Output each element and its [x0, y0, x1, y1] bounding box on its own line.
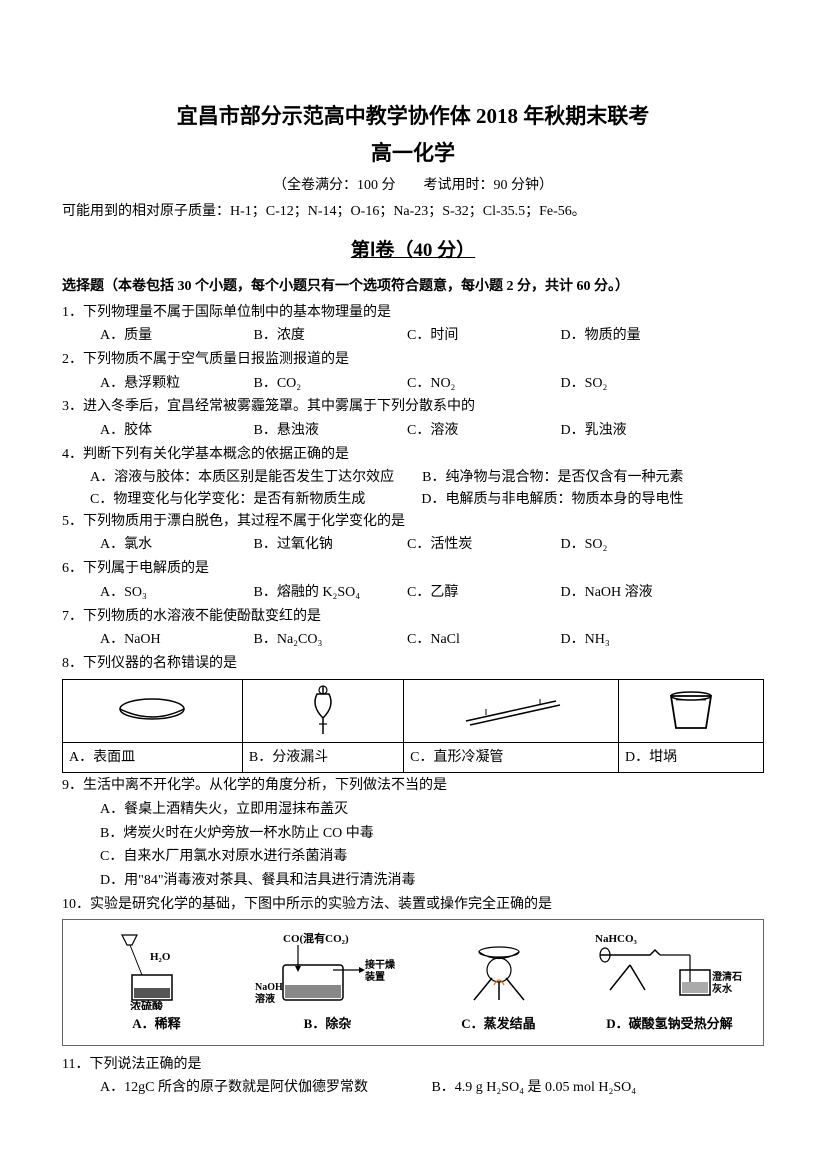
- section-1-header: 第Ⅰ卷（40 分）: [62, 236, 764, 265]
- gas-purify-icon: CO(混有CO₂) 接干燥 装置 NaOH 溶液: [253, 930, 403, 1010]
- q10-item-a: H₂O 浓硫酸 A．稀释: [71, 930, 242, 1034]
- q3-text: 3．进入冬季后，宜昌经常被雾霾笼罩。其中雾属于下列分散系中的: [62, 396, 764, 418]
- q8-label-b: B．分液漏斗: [242, 742, 403, 773]
- q9-opt-c: C．自来水厂用氯水对原水进行杀菌消毒: [62, 846, 764, 868]
- q3-options: A．胶体 B．悬浊液 C．溶液 D．乳浊液: [62, 420, 764, 442]
- q6-opt-a: A．SO₃: [100, 582, 250, 604]
- q10-label-d: D．碳酸氢钠受热分解: [584, 1014, 755, 1034]
- q10-text: 10．实验是研究化学的基础，下图中所示的实验方法、装置或操作完全正确的是: [62, 894, 764, 916]
- q2-text: 2．下列物质不属于空气质量日报监测报道的是: [62, 349, 764, 371]
- q2-opt-c: C．NO₂: [407, 373, 557, 395]
- q6-opt-c: C．乙醇: [407, 582, 557, 604]
- q8-cell-c-img: [404, 679, 619, 742]
- q5-text: 5．下列物质用于漂白脱色，其过程不属于化学变化的是: [62, 511, 764, 533]
- q3-opt-a: A．胶体: [100, 420, 250, 442]
- q7-text: 7．下列物质的水溶液不能使酚酞变红的是: [62, 606, 764, 628]
- q11-opt-b: B．4.9 g H₂SO₄ 是 0.05 mol H₂SO₄: [431, 1077, 636, 1099]
- q11-opt-a: A．12gC 所含的原子数就是阿伏伽德罗常数: [100, 1080, 368, 1095]
- q2-opt-a: A．悬浮颗粒: [100, 373, 250, 395]
- q2-options: A．悬浮颗粒 B．CO₂ C．NO₂ D．SO₂: [62, 373, 764, 395]
- watch-glass-icon: [107, 691, 197, 731]
- mc-instruction: 选择题（本卷包括 30 个小题，每个小题只有一个选项符合题意，每小题 2 分，共…: [62, 276, 764, 298]
- exam-title-main: 宜昌市部分示范高中教学协作体 2018 年秋期末联考: [62, 100, 764, 133]
- q9-opt-b: B．烤炭火时在火炉旁放一杯水防止 CO 中毒: [62, 823, 764, 845]
- q8-table: A．表面皿 B．分液漏斗 C．直形冷凝管 D．坩埚: [62, 679, 764, 774]
- q1-opt-b: B．浓度: [254, 325, 404, 347]
- nahco3-label: NaHCO₃: [595, 933, 638, 945]
- q4-opts-cd: C．物理变化与化学变化：是否有新物质生成 D．电解质与非电解质：物质本身的导电性: [62, 489, 764, 511]
- dry-label: 接干燥: [365, 958, 396, 971]
- q9-opt-a: A．餐桌上酒精失火，立即用湿抹布盖灭: [62, 799, 764, 821]
- q1-options: A．质量 B．浓度 C．时间 D．物质的量: [62, 325, 764, 347]
- q8-label-a: A．表面皿: [63, 742, 243, 773]
- condenser-icon: [456, 691, 566, 731]
- q11-row1: A．12gC 所含的原子数就是阿伏伽德罗常数 B．4.9 g H₂SO₄ 是 0…: [62, 1077, 764, 1099]
- q8-text: 8．下列仪器的名称错误的是: [62, 653, 764, 675]
- q10-item-c: C．蒸发结晶: [413, 930, 584, 1034]
- q8-label-d: D．坩埚: [619, 742, 764, 773]
- q6-text: 6．下列属于电解质的是: [62, 558, 764, 580]
- q10-item-d: NaHCO₃ 澄清石 灰水 D．碳酸氢钠受热分解: [584, 930, 755, 1034]
- q3-opt-d: D．乳浊液: [561, 420, 711, 442]
- q1-text: 1．下列物理量不属于国际单位制中的基本物理量的是: [62, 302, 764, 324]
- exam-meta: （全卷满分：100 分 考试用时：90 分钟）: [62, 175, 764, 197]
- q6-opt-d: D．NaOH 溶液: [561, 582, 711, 604]
- naoh-label: NaOH: [255, 982, 283, 993]
- naoh-label2: 溶液: [255, 992, 275, 1005]
- separating-funnel-icon: [293, 684, 353, 738]
- q5-opt-c: C．活性炭: [407, 534, 557, 556]
- crucible-icon: [656, 686, 726, 736]
- q3-opt-c: C．溶液: [407, 420, 557, 442]
- q8-cell-d-img: [619, 679, 764, 742]
- q10-item-b: CO(混有CO₂) 接干燥 装置 NaOH 溶液 B．除杂: [242, 930, 413, 1034]
- q9-text: 9．生活中离不开化学。从化学的角度分析，下列做法不当的是: [62, 775, 764, 797]
- q1-opt-c: C．时间: [407, 325, 557, 347]
- limewater-label: 澄清石: [712, 970, 742, 983]
- q11-text: 11．下列说法正确的是: [62, 1054, 764, 1076]
- q5-opt-d: D．SO₂: [561, 534, 711, 556]
- atomic-mass-line: 可能用到的相对原子质量：H-1；C-12；N-14；O-16；Na-23；S-3…: [62, 201, 764, 223]
- dilution-icon: H₂O 浓硫酸: [102, 930, 212, 1010]
- q8-label-c: C．直形冷凝管: [404, 742, 619, 773]
- q7-opt-a: A．NaOH: [100, 629, 250, 651]
- q5-opt-a: A．氯水: [100, 534, 250, 556]
- q7-opt-d: D．NH₃: [561, 629, 711, 651]
- q1-opt-a: A．质量: [100, 325, 250, 347]
- q10-label-a: A．稀释: [71, 1014, 242, 1034]
- q4-opts-ab: A．溶液与胶体：本质区别是能否发生丁达尔效应 B．纯净物与混合物：是否仅含有一种…: [62, 467, 764, 489]
- q6-options: A．SO₃ B．熔融的 K₂SO₄ C．乙醇 D．NaOH 溶液: [62, 582, 764, 604]
- h2o-label: H₂O: [150, 951, 171, 963]
- q10-diagram-box: H₂O 浓硫酸 A．稀释 CO(混有CO₂) 接干燥 装置 NaOH 溶液 B．…: [62, 919, 764, 1045]
- q2-opt-d: D．SO₂: [561, 373, 711, 395]
- q9-opt-d: D．用"84"消毒液对茶具、餐具和洁具进行清洗消毒: [62, 870, 764, 892]
- limewater-label2: 灰水: [712, 982, 733, 995]
- q7-opt-c: C．NaCl: [407, 629, 557, 651]
- q10-label-c: C．蒸发结晶: [413, 1014, 584, 1034]
- dry-label2: 装置: [364, 970, 385, 983]
- exam-title-sub: 高一化学: [62, 137, 764, 170]
- q7-opt-b: B．Na₂CO₃: [254, 629, 404, 651]
- q8-cell-a-img: [63, 679, 243, 742]
- q7-options: A．NaOH B．Na₂CO₃ C．NaCl D．NH₃: [62, 629, 764, 651]
- q6-opt-b: B．熔融的 K₂SO₄: [254, 582, 404, 604]
- q4-text: 4．判断下列有关化学基本概念的依据正确的是: [62, 444, 764, 466]
- conc-acid-label: 浓硫酸: [130, 999, 164, 1010]
- q5-options: A．氯水 B．过氧化钠 C．活性炭 D．SO₂: [62, 534, 764, 556]
- q3-opt-b: B．悬浊液: [254, 420, 404, 442]
- evaporation-icon: [444, 930, 554, 1010]
- co-label: CO(混有CO₂): [283, 931, 349, 945]
- q2-opt-b: B．CO₂: [254, 373, 404, 395]
- q5-opt-b: B．过氧化钠: [254, 534, 404, 556]
- q10-label-b: B．除杂: [242, 1014, 413, 1034]
- decomposition-icon: NaHCO₃ 澄清石 灰水: [590, 930, 750, 1010]
- q1-opt-d: D．物质的量: [561, 325, 711, 347]
- q8-cell-b-img: [242, 679, 403, 742]
